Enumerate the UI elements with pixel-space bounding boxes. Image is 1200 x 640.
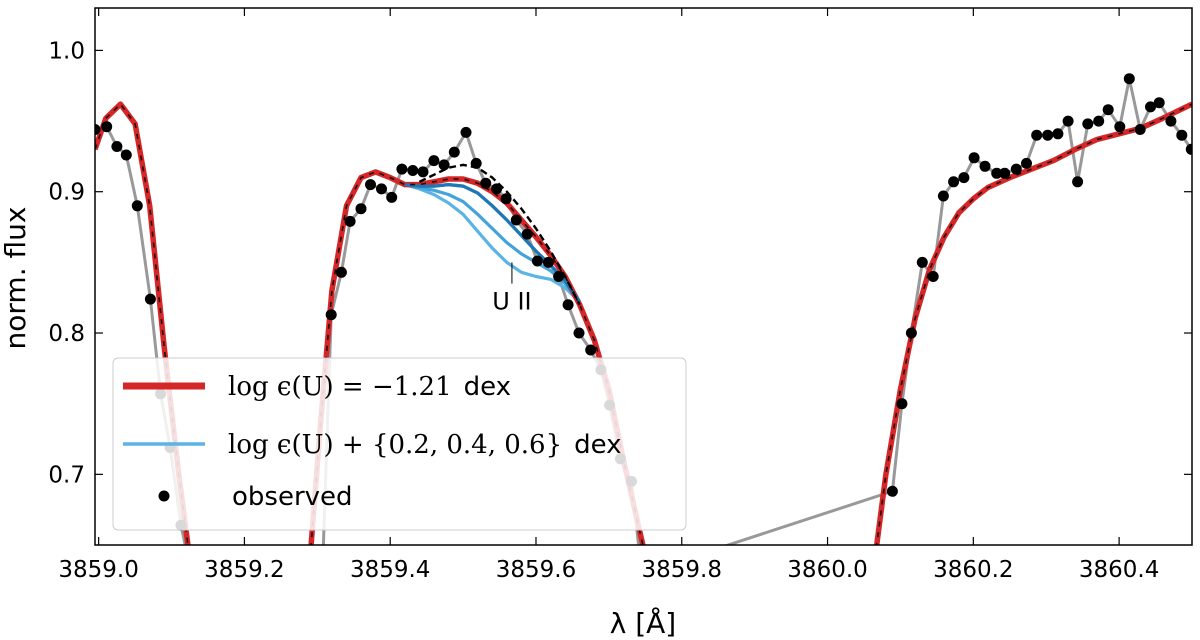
observed-point: [101, 121, 113, 133]
observed-point: [1031, 129, 1043, 141]
observed-point: [144, 293, 156, 305]
observed-point: [573, 327, 585, 339]
legend: log ϵ(U) = −1.21 dex log ϵ(U) + {0.2, 0.…: [112, 357, 687, 531]
x-tick-label: 3860.2: [933, 557, 1013, 583]
x-tick-label: 3859.4: [350, 557, 430, 583]
legend-label-best-fit: log ϵ(U) = −1.21 dex: [228, 372, 511, 402]
observed-point: [325, 309, 337, 321]
legend-variations-math: log ϵ(U) + {0.2, 0.4, 0.6}: [228, 430, 562, 460]
observed-point: [1165, 115, 1177, 127]
observed-point: [335, 266, 347, 278]
observed-point: [438, 159, 450, 171]
y-tick-label: 0.9: [48, 180, 85, 206]
observed-point: [958, 172, 970, 184]
y-tick-label: 0.7: [48, 462, 85, 488]
legend-box: [112, 357, 687, 531]
observed-point: [120, 149, 132, 161]
observed-point: [927, 271, 939, 282]
legend-label-observed: observed: [232, 482, 353, 512]
observed-line: [95, 77, 1192, 545]
observed-point: [585, 344, 597, 356]
observed-point: [365, 179, 376, 191]
observed-point: [1042, 129, 1054, 141]
observed-point: [1072, 176, 1084, 188]
observed-point: [480, 177, 492, 189]
observed-point: [460, 126, 472, 138]
observed-point: [937, 190, 949, 202]
observed-point: [386, 191, 398, 203]
x-tick-label: 3860.0: [787, 557, 867, 583]
observed-point: [553, 271, 565, 282]
observed-point: [979, 160, 991, 172]
observed-point: [1062, 115, 1074, 127]
observed-point: [355, 203, 367, 215]
observed-point: [999, 167, 1011, 179]
observed-point: [1082, 118, 1094, 130]
observed-point: [531, 255, 543, 267]
observed-point: [905, 327, 917, 339]
x-tick-label: 3859.2: [204, 557, 284, 583]
observed-point: [1176, 129, 1188, 141]
observed-point: [948, 176, 960, 188]
y-axis-title: norm. flux: [0, 207, 32, 350]
observed-point: [1134, 124, 1146, 135]
y-tick-label: 1.0: [48, 38, 85, 64]
x-tick-label: 3859.6: [496, 557, 576, 583]
observed-point: [407, 165, 419, 176]
legend-swatch-observed: [158, 490, 170, 502]
observed-point: [542, 256, 554, 268]
y-tick-label: 0.8: [48, 321, 85, 347]
observed-point: [428, 155, 440, 167]
observed-point: [1123, 73, 1135, 85]
observed-point: [1052, 128, 1064, 140]
observed-point: [448, 146, 460, 158]
observed-point: [1021, 157, 1032, 169]
legend-observed-label: observed: [232, 482, 353, 512]
observed-point: [521, 228, 533, 240]
observed-point: [396, 163, 408, 175]
legend-label-variations: log ϵ(U) + {0.2, 0.4, 0.6} dex: [228, 430, 622, 460]
plot-frame: [94, 7, 1193, 546]
observed-point: [1145, 101, 1156, 113]
observed-point: [896, 398, 908, 410]
observed-point: [1114, 121, 1126, 133]
observed-point: [344, 215, 356, 227]
x-axis-title: λ [Å]: [610, 606, 676, 640]
observed-point: [1153, 97, 1165, 109]
observed-point: [968, 152, 980, 164]
observed-point: [95, 124, 101, 135]
variation-line: [404, 183, 581, 303]
observed-point: [510, 214, 522, 226]
observed-point: [886, 485, 898, 497]
observed-point: [417, 166, 429, 178]
x-tick-label: 3859.0: [58, 557, 138, 583]
x-tick-label: 3859.8: [642, 557, 722, 583]
legend-best-fit-math: log ϵ(U) = −1.21: [228, 372, 452, 402]
x-tick-label: 3860.4: [1079, 557, 1159, 583]
observed-point: [916, 256, 928, 268]
axis-ticks: 3859.0 3859.2 3859.4 3859.6 3859.8 3860.0 3860…: [48, 8, 1192, 583]
observed-point: [131, 200, 143, 212]
observed-point: [562, 299, 574, 311]
observed-point: [1185, 143, 1192, 155]
legend-best-fit-unit: dex: [464, 372, 511, 402]
legend-variations-unit: dex: [574, 430, 621, 460]
observed-point: [376, 183, 387, 195]
observed-point: [470, 157, 482, 169]
observed-point: [991, 167, 1003, 179]
observed-point: [1010, 163, 1022, 175]
observed-point: [1102, 104, 1114, 116]
variation-line: [404, 183, 581, 304]
observed-point: [111, 141, 123, 152]
observed-point: [500, 193, 512, 205]
observed-point: [1093, 115, 1105, 127]
overlay-dashed-line: [310, 171, 644, 545]
observed-point: [491, 183, 503, 195]
annotation-u-ii-label: U II: [492, 288, 531, 316]
